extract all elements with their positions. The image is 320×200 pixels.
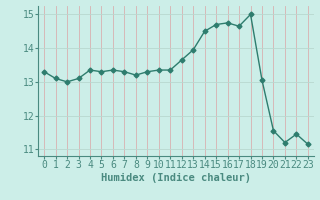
X-axis label: Humidex (Indice chaleur): Humidex (Indice chaleur)	[101, 173, 251, 183]
